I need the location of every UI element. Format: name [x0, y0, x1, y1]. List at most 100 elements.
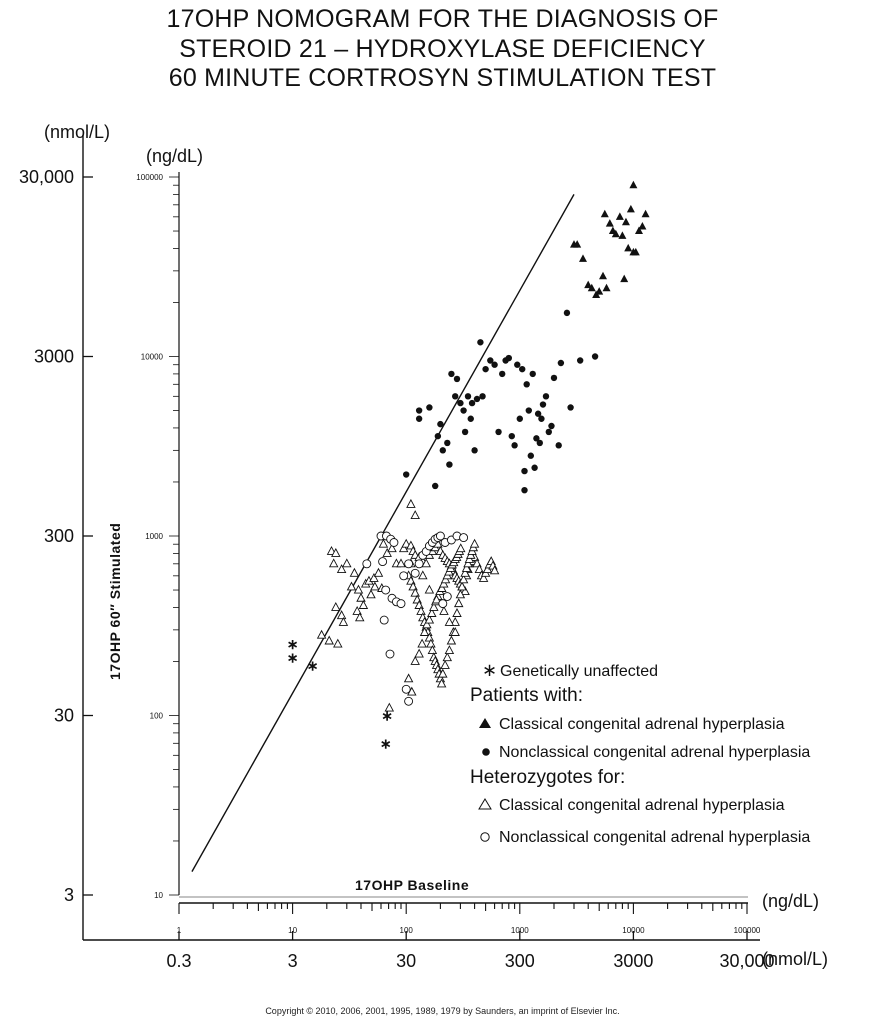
point-het-classical [416, 605, 426, 615]
point-patient-nonclassical [426, 404, 433, 411]
point-patient-nonclassical [527, 452, 535, 459]
point-het-classical [450, 616, 460, 626]
point-het-nonclassical [362, 559, 372, 569]
legend-marker-het-classical [478, 798, 492, 810]
y-tick-label-nmol: 30,000 [19, 167, 74, 187]
point-patient-nonclassical [563, 309, 571, 317]
point-het-classical [373, 567, 384, 577]
point-het-classical [403, 673, 414, 683]
x-tick-label-ngdl: 100000 [734, 926, 761, 935]
point-het-classical [349, 567, 360, 577]
point-patient-classical [629, 180, 638, 189]
legend-het-nonclassical-label: Nonclassical congenital adrenal hyperpla… [499, 829, 810, 846]
point-het-classical [384, 702, 395, 712]
point-het-classical [452, 608, 462, 617]
x-tick-label-nmol: 0.3 [166, 951, 191, 971]
point-patient-nonclassical [495, 428, 502, 436]
point-patient-classical [573, 240, 582, 248]
point-patient-nonclassical [487, 357, 494, 364]
point-het-classical [328, 558, 339, 568]
point-patient-nonclassical [538, 415, 545, 422]
legend-patients-nonclassical-label: Nonclassical congenital adrenal hyperpla… [499, 744, 810, 761]
point-patient-nonclassical [473, 395, 481, 403]
point-het-classical [455, 543, 466, 553]
point-het-classical [453, 598, 464, 608]
point-het-classical [331, 547, 341, 557]
point-het-classical [358, 600, 369, 609]
point-het-classical [396, 558, 406, 568]
inner-x-ticks: 1 10 100 1000 10000 100000 [177, 903, 761, 935]
point-het-classical [410, 656, 420, 665]
point-het-classical [424, 584, 435, 594]
point-patient-nonclassical [533, 435, 540, 442]
outer-y-unit-label: (nmol/L) [44, 122, 110, 142]
point-het-classical [460, 586, 470, 596]
y-tick-label-nmol: 300 [44, 526, 74, 546]
point-het-classical [437, 583, 447, 592]
point-patient-nonclassical [453, 375, 461, 383]
point-patient-nonclassical [534, 410, 542, 417]
point-het-classical [401, 538, 411, 548]
point-het-nonclassical [410, 568, 420, 578]
chart-title-line-1: 17OHP NOMOGRAM FOR THE DIAGNOSIS OF [166, 5, 719, 33]
x-tick-label-ngdl: 10 [288, 926, 297, 935]
point-patient-nonclassical [467, 415, 474, 422]
y-tick-label-ngdl: 100 [150, 712, 164, 721]
point-het-classical [346, 581, 357, 591]
point-patient-nonclassical [523, 381, 530, 388]
point-patient-nonclassical [477, 339, 484, 346]
chart-title-line-3: 60 MINUTE CORTROSYN STIMULATION TEST [168, 64, 717, 92]
point-patient-nonclassical [491, 361, 498, 368]
point-het-classical [414, 648, 424, 658]
point-patient-nonclassical [557, 359, 565, 367]
point-het-classical [424, 632, 435, 642]
point-patient-nonclassical [521, 486, 528, 494]
point-patient-classical [631, 247, 640, 256]
point-het-classical [469, 538, 480, 548]
point-het-classical [331, 601, 341, 611]
point-patient-nonclassical [446, 461, 453, 468]
legend-het-header: Heterozygotes for: [470, 767, 625, 788]
point-patient-classical [626, 204, 635, 213]
point-patient-classical [578, 254, 587, 262]
point-patient-nonclassical [521, 467, 528, 475]
point-het-classical [431, 594, 442, 604]
point-patient-nonclassical [511, 442, 518, 449]
point-het-nonclassical [404, 559, 414, 569]
y-tick-label-ngdl: 10000 [141, 353, 164, 362]
point-het-classical [427, 645, 438, 655]
point-het-classical [446, 635, 457, 645]
point-patient-nonclassical [434, 432, 442, 440]
point-patient-nonclassical [545, 428, 552, 436]
point-het-nonclassical [459, 533, 469, 543]
point-patient-nonclassical [482, 365, 489, 373]
point-patient-classical [587, 283, 596, 292]
point-het-classical [424, 614, 435, 624]
point-patient-classical [598, 271, 607, 280]
point-unaffected: ∗ [307, 657, 319, 673]
point-het-classical [439, 605, 449, 615]
data-points: ∗∗ ∗∗∗ [287, 180, 650, 751]
point-het-nonclassical [399, 571, 409, 581]
point-patient-nonclassical [415, 407, 423, 414]
point-het-classical [382, 547, 392, 557]
point-het-nonclassical [381, 585, 391, 595]
point-unaffected: ∗ [287, 636, 299, 652]
point-het-classical [417, 638, 427, 648]
y-tick-label-nmol: 3 [64, 885, 74, 905]
point-het-classical [444, 616, 455, 626]
point-het-nonclassical [379, 615, 389, 625]
point-het-classical [418, 570, 428, 580]
inner-y-unit-label: (ng/dL) [146, 146, 203, 166]
point-patient-nonclassical [471, 447, 478, 454]
point-het-classical [324, 635, 334, 645]
point-patient-classical [602, 283, 611, 292]
point-het-classical [353, 584, 364, 594]
point-patient-nonclassical [531, 464, 538, 471]
point-het-nonclassical [401, 684, 411, 694]
point-het-classical [450, 627, 460, 636]
point-patient-classical [638, 221, 647, 230]
point-patient-nonclassical [519, 365, 526, 373]
point-het-nonclassical [442, 592, 452, 601]
point-patient-nonclassical [468, 399, 476, 407]
